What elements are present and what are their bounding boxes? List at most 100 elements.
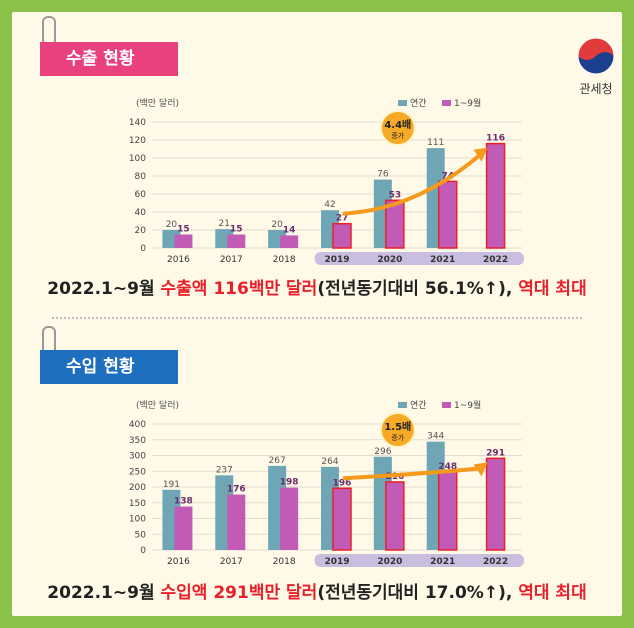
y-tick-label: 20 <box>135 226 147 236</box>
data-label-ytd: 176 <box>227 485 246 495</box>
data-label-ytd: 27 <box>336 214 349 224</box>
x-tick-label: 2016 <box>167 255 190 265</box>
highlight-band <box>314 554 524 567</box>
bar-ytd <box>485 142 506 249</box>
data-label-annual: 111 <box>427 138 444 148</box>
legend-swatch <box>398 100 407 106</box>
x-tick-label: 2019 <box>324 255 349 265</box>
data-label-ytd: 15 <box>230 225 243 235</box>
bar-ytd <box>227 494 246 550</box>
export-summary: 2022.1~9월 수출액 116백만 달러(전년동기대비 56.1%↑), 역… <box>12 274 622 299</box>
bar-ytd <box>332 487 352 551</box>
customs-logo-text: 관세청 <box>579 82 613 96</box>
data-label-ytd: 198 <box>280 478 299 488</box>
export-section-label: 수출 현황 <box>40 42 178 76</box>
bar-ytd <box>174 234 193 248</box>
data-label-ytd: 138 <box>174 497 193 507</box>
growth-arrow <box>342 466 482 481</box>
y-tick-label: 300 <box>129 452 146 462</box>
export-summary-prefix: 2022.1~9월 <box>47 279 161 299</box>
import-summary-middle: (전년동기대비 17.0%↑), <box>317 583 519 603</box>
data-label-annual: 267 <box>269 456 286 466</box>
x-tick-label: 2020 <box>377 557 402 567</box>
bar-ytd <box>385 481 405 551</box>
y-tick-label: 250 <box>129 467 146 477</box>
data-label-ytd: 53 <box>389 190 402 200</box>
y-tick-label: 0 <box>140 244 146 254</box>
import-summary: 2022.1~9월 수입액 291백만 달러(전년동기대비 17.0%↑), 역… <box>12 578 622 603</box>
legend-label: 연간 <box>410 400 427 411</box>
import-section-label: 수입 현황 <box>40 350 178 384</box>
import-summary-highlight: 수입액 291백만 달러 <box>160 583 318 603</box>
customs-logo-icon <box>577 37 615 75</box>
x-tick-label: 2021 <box>430 255 455 265</box>
growth-badge-main: 4.4배 <box>384 118 411 131</box>
legend-swatch <box>398 402 407 408</box>
growth-badge-sub: 증가 <box>391 433 404 442</box>
data-label-ytd: 15 <box>177 225 190 235</box>
y-tick-label: 80 <box>135 172 147 182</box>
x-tick-label: 2018 <box>273 557 296 567</box>
data-label-ytd: 196 <box>333 478 352 488</box>
x-tick-label: 2021 <box>430 557 455 567</box>
data-label-ytd: 291 <box>486 448 505 458</box>
y-tick-label: 350 <box>129 436 146 446</box>
bar-ytd <box>385 199 405 249</box>
y-tick-label: 100 <box>129 515 146 525</box>
y-tick-label: 200 <box>129 483 146 493</box>
data-label-annual: 191 <box>163 480 180 490</box>
growth-badge <box>379 412 416 448</box>
legend-swatch <box>442 402 451 408</box>
data-label-annual: 76 <box>377 170 389 180</box>
x-tick-label: 2022 <box>483 255 508 265</box>
y-tick-label: 50 <box>135 530 147 540</box>
export-summary-middle: (전년동기대비 56.1%↑), <box>317 279 519 299</box>
legend-label: 1~9월 <box>454 97 481 109</box>
bar-ytd <box>485 457 506 551</box>
growth-badge <box>379 110 416 146</box>
x-tick-label: 2019 <box>324 557 349 567</box>
data-label-annual: 264 <box>321 457 338 467</box>
y-tick-label: 400 <box>129 420 146 430</box>
growth-arrow <box>342 152 483 216</box>
data-label-ytd: 74 <box>441 171 454 181</box>
x-tick-label: 2018 <box>273 255 296 265</box>
data-label-annual: 237 <box>216 465 233 475</box>
data-label-annual: 20 <box>166 220 178 230</box>
data-label-ytd: 116 <box>486 134 505 144</box>
bar-ytd <box>437 471 458 551</box>
highlight-band <box>314 252 524 265</box>
bar-ytd <box>280 235 299 248</box>
data-label-annual: 42 <box>324 200 335 210</box>
growth-arrow-head <box>473 147 488 162</box>
data-label-annual: 20 <box>271 220 283 230</box>
growth-arrow-head <box>473 462 488 477</box>
legend-label: 1~9월 <box>454 399 481 411</box>
x-tick-label: 2016 <box>167 557 190 567</box>
growth-badge-main: 1.5배 <box>384 420 411 433</box>
section-divider <box>52 317 582 319</box>
data-label-annual: 296 <box>374 447 391 457</box>
data-label-ytd: 14 <box>283 225 296 235</box>
legend-label: 연간 <box>410 98 427 109</box>
x-tick-label: 2020 <box>377 255 402 265</box>
y-tick-label: 140 <box>129 118 146 128</box>
import-summary-tail: 역대 최대 <box>518 583 587 603</box>
growth-badge-sub: 증가 <box>391 131 404 140</box>
x-tick-label: 2022 <box>483 557 508 567</box>
data-label-annual: 21 <box>219 219 230 229</box>
y-tick-label: 150 <box>129 499 146 509</box>
x-tick-label: 2017 <box>220 557 243 567</box>
export-summary-tail: 역대 최대 <box>518 279 587 299</box>
bar-ytd <box>227 234 246 248</box>
y-tick-label: 120 <box>129 136 146 146</box>
bar-ytd <box>332 222 352 249</box>
export-summary-highlight: 수출액 116백만 달러 <box>160 279 318 299</box>
y-tick-label: 60 <box>135 190 147 200</box>
y-tick-label: 40 <box>135 208 147 218</box>
y-axis-label: (백만 달러) <box>136 97 179 109</box>
y-axis-label: (백만 달러) <box>136 399 179 411</box>
bar-ytd <box>280 487 299 550</box>
infographic-panel: 수출 현황 관세청 (백만 달러) 0 20 40 60 80 100 120 140 연간 1~9… <box>12 12 622 616</box>
